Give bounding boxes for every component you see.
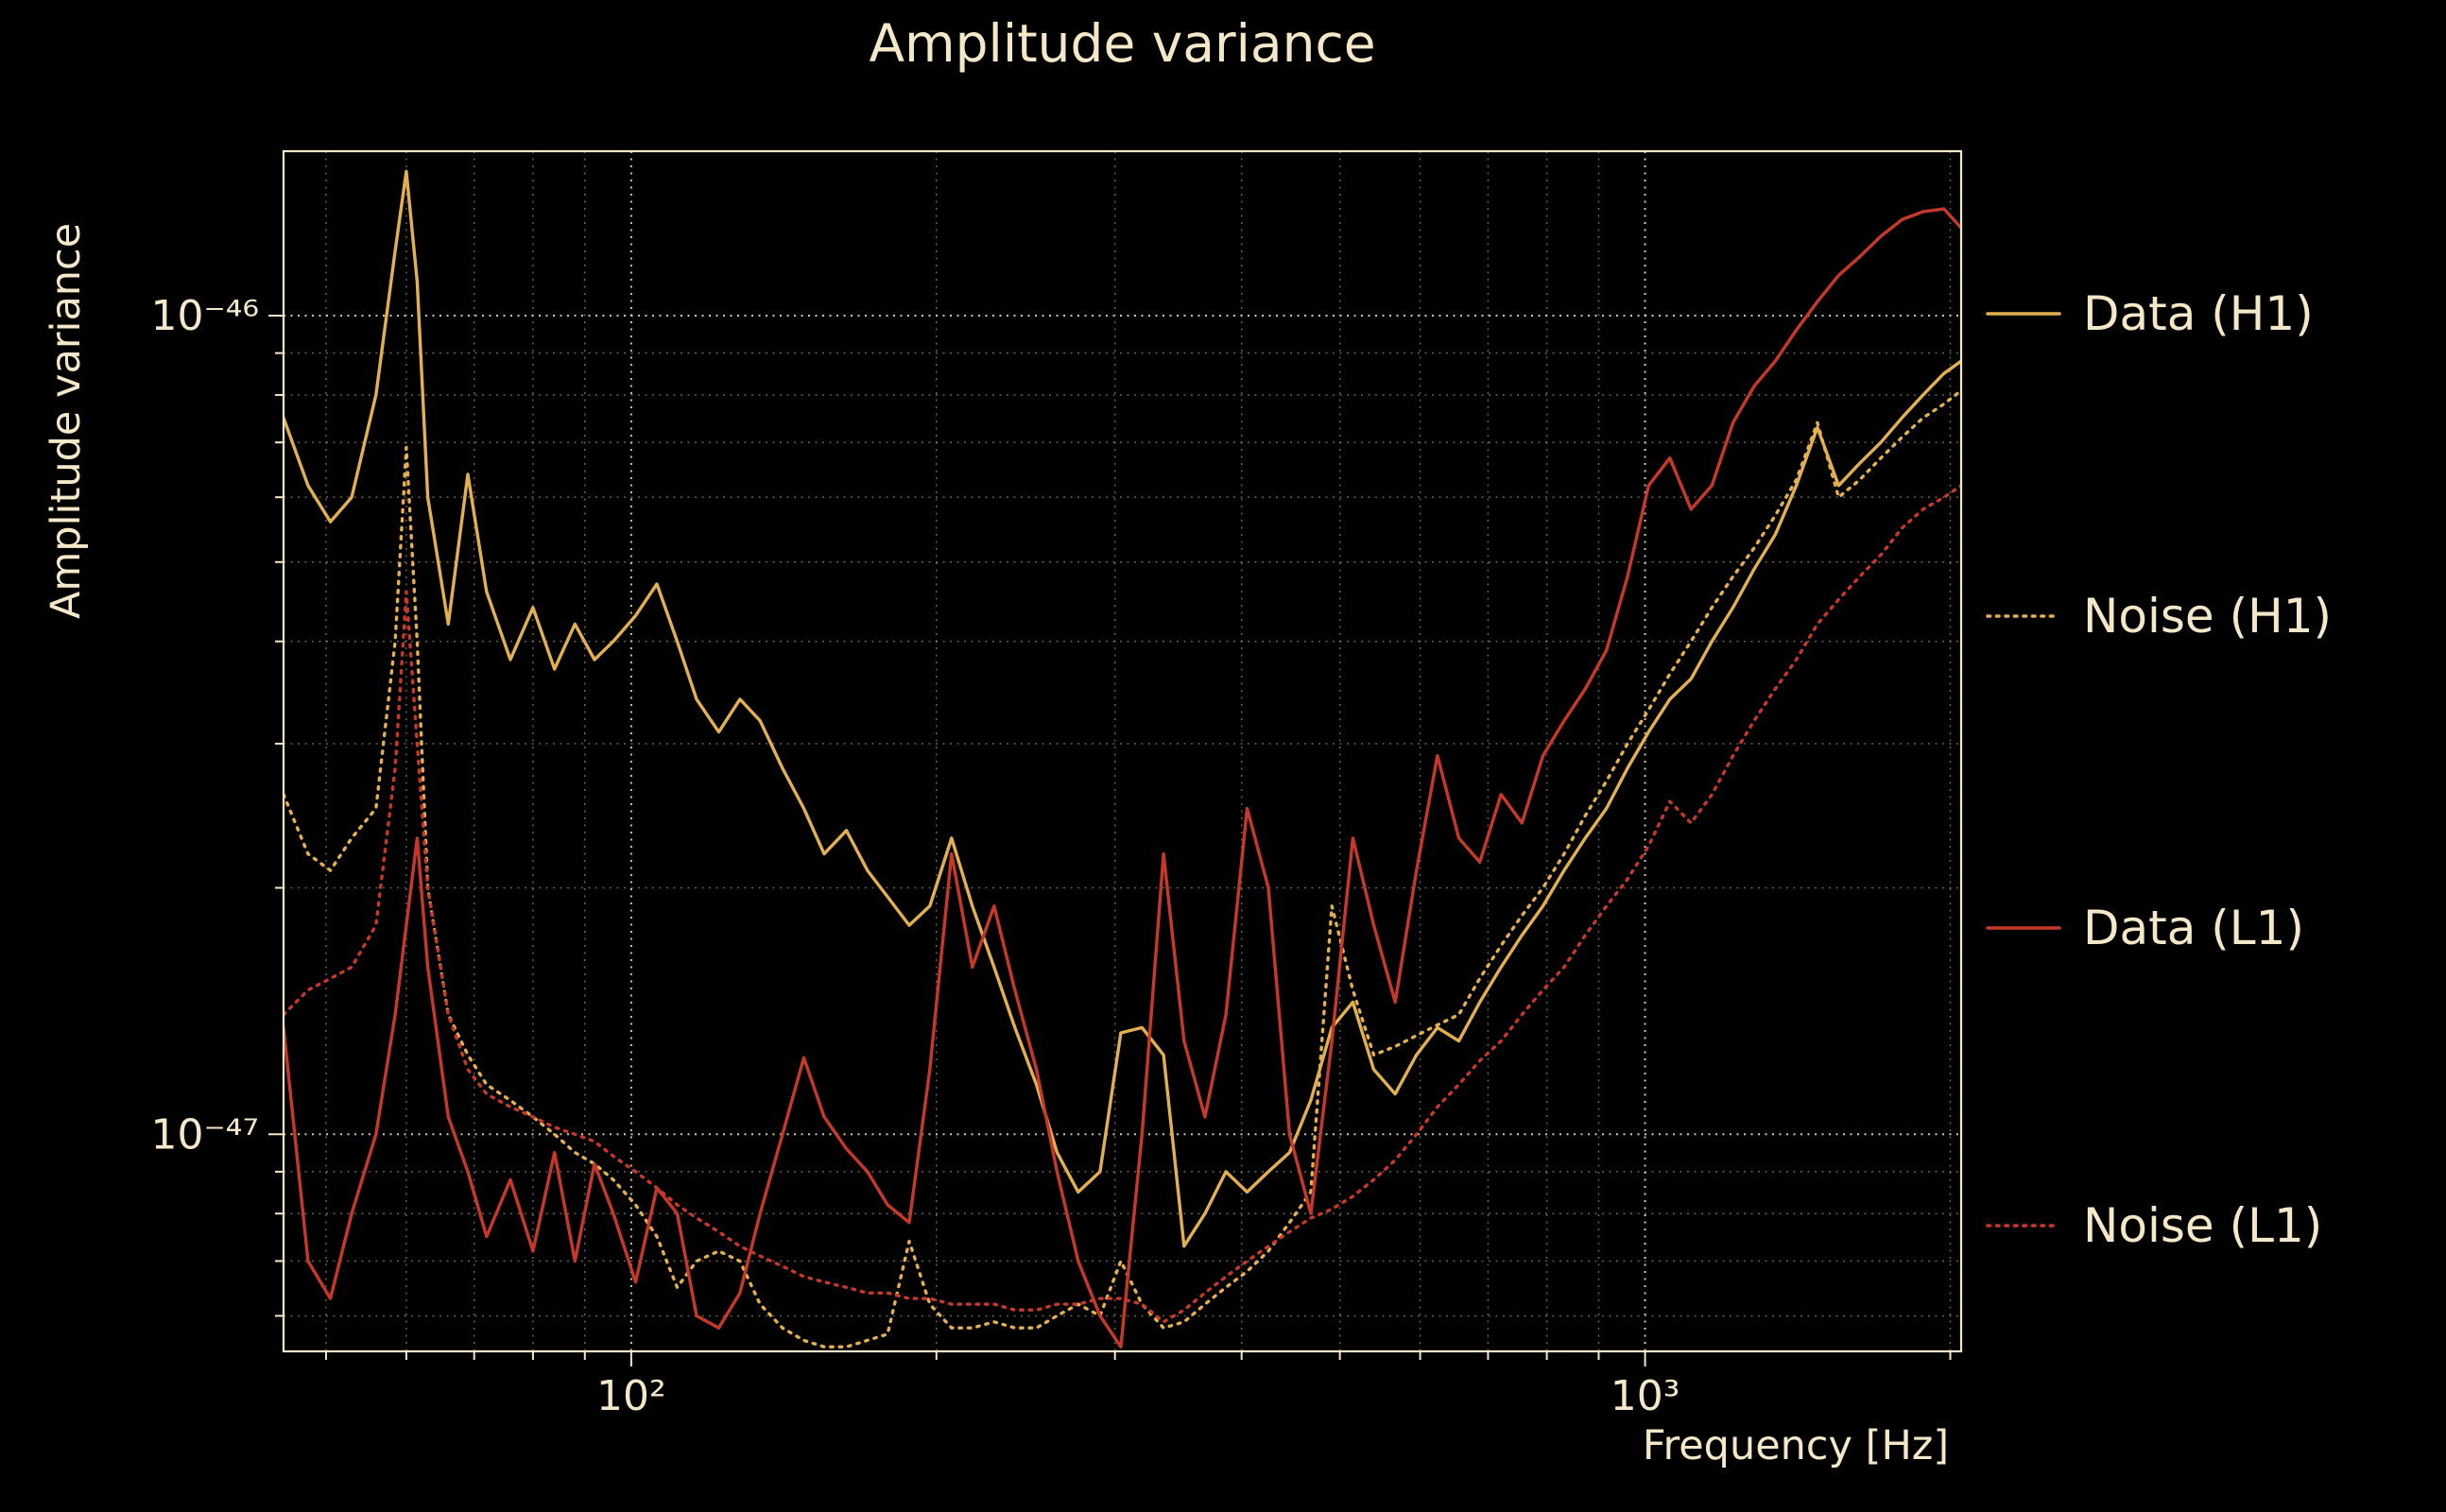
legend-entry-data-h1: Data (H1) <box>1985 284 2314 344</box>
chart-title: Amplitude variance <box>869 13 1376 74</box>
x-tick-label: 10² <box>596 1372 666 1420</box>
legend-label-noise-h1: Noise (H1) <box>2083 589 2333 644</box>
tick-marks <box>268 314 1952 1366</box>
series-line-noise-h1 <box>284 388 1961 1349</box>
x-tick-label: 10³ <box>1611 1372 1680 1420</box>
legend-entry-data-l1: Data (L1) <box>1985 898 2304 958</box>
grid-lines <box>284 151 1961 1351</box>
y-tick-label: 10⁻⁴⁷ <box>151 1110 260 1159</box>
legend-entry-noise-l1: Noise (L1) <box>1985 1195 2322 1256</box>
legend-entry-noise-h1: Noise (H1) <box>1985 586 2332 646</box>
series-group <box>284 169 1961 1349</box>
series-line-noise-l1 <box>284 484 1961 1324</box>
legend-label-data-l1: Data (L1) <box>2083 901 2304 955</box>
legend-label-noise-l1: Noise (L1) <box>2083 1198 2323 1253</box>
series-line-data-l1 <box>284 207 1961 1349</box>
legend-line-dotted-h1-icon <box>1986 614 2061 618</box>
legend-line-solid-l1-icon <box>1986 926 2061 930</box>
legend: Data (H1) Noise (H1) Data (L1) Noise (L1… <box>1985 0 2438 1512</box>
plot-border <box>282 149 1963 1353</box>
legend-label-data-h1: Data (H1) <box>2083 286 2314 341</box>
tick-labels: 10² 10³ 10⁻⁴⁶ 10⁻⁴⁷ <box>151 292 1680 1420</box>
x-axis-label: Frequency [Hz] <box>1642 1422 1950 1469</box>
legend-line-dotted-l1-icon <box>1986 1224 2061 1228</box>
legend-line-solid-h1-icon <box>1986 312 2061 316</box>
series-line-data-h1 <box>284 169 1961 1248</box>
y-tick-label: 10⁻⁴⁶ <box>151 292 260 340</box>
